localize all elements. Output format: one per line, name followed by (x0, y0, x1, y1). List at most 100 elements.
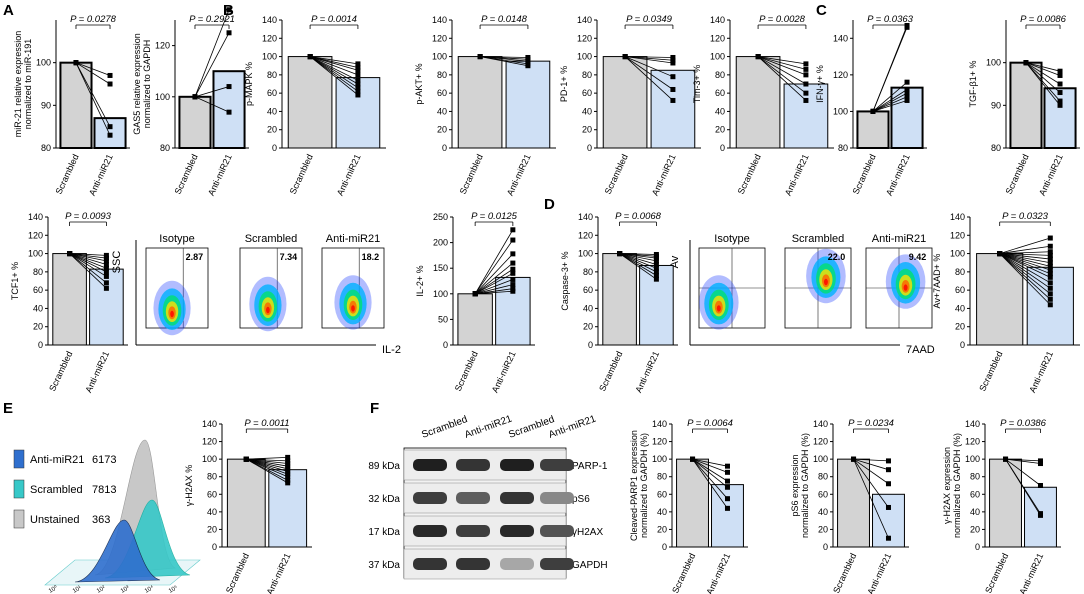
y-tick-label-ps6: 60 (818, 489, 828, 499)
point-anti-mir21-ifng (904, 86, 910, 92)
y-tick-label-parp1: 120 (652, 437, 667, 447)
pair-line-av7aad (999, 253, 1051, 267)
point-scrambled-av7aad (997, 251, 1003, 257)
legend-swatch-0 (13, 449, 25, 469)
y-tick-label-pakt: 40 (437, 106, 447, 116)
chart-mir21: 80 90 100 P = 0.0278 Scrambled Anti-miR21 miR-… (13, 14, 130, 197)
point-anti-mir21-mir21 (107, 72, 113, 78)
y-tick-label-ps6: 100 (813, 454, 828, 464)
point-anti-mir21-tim3 (803, 66, 809, 72)
y-label-tim3: Tim-3+ % (692, 65, 702, 103)
point-anti-mir21-il2 (510, 288, 516, 294)
point-anti-mir21-av7aad (1047, 243, 1053, 249)
y-tick-label-il2: 150 (433, 263, 448, 273)
x-tick-label-pakt: Scrambled (458, 153, 485, 196)
point-scrambled-caspase3 (617, 251, 623, 257)
pair-line-tgfb (1025, 62, 1061, 76)
point-scrambled-mir21 (73, 60, 79, 66)
pair-line-tim3 (757, 56, 807, 70)
point-anti-mir21-pmapk (355, 88, 361, 94)
point-anti-mir21-gh2ax (1037, 512, 1043, 518)
point-scrambled-pmapk (307, 54, 313, 60)
pair-line-av7aad (999, 253, 1051, 284)
blot-band-3-1 (456, 558, 490, 570)
point-anti-mir21-tcf1 (103, 255, 109, 261)
blot-protein-3: GAPDH (572, 560, 608, 571)
p-value-pd1: P = 0.0349 (626, 14, 673, 25)
y-label-ps6: pS6 expression (790, 454, 800, 516)
y-tick-label-tcf1: 60 (33, 285, 43, 295)
hist-tick-0: 10⁰ (48, 584, 60, 594)
bar-scrambled-gas5 (178, 95, 212, 150)
pair-line-il2 (474, 253, 514, 295)
point-anti-mir21-h2ax (285, 477, 291, 483)
pair-line-ifng (872, 81, 908, 112)
point-anti-mir21-caspase3 (653, 273, 659, 279)
pair-line-gas5 (194, 86, 230, 98)
chart-tgfb: 80 90 100 P = 0.0086 Scrambled Anti-miR21 TGF-… (968, 14, 1080, 197)
x-tick-label-gas5: Anti-miR21 (206, 153, 234, 198)
blot-kda-1: 32 kDa (368, 494, 400, 505)
point-anti-mir21-av7aad (1047, 267, 1053, 273)
point-anti-mir21-il2 (510, 266, 516, 272)
y-tick-label-tim3: 80 (715, 70, 725, 80)
y-tick-label-pd1: 80 (582, 70, 592, 80)
pair-line-caspase3 (619, 253, 657, 280)
pair-line-pd1 (624, 56, 674, 101)
legend-swatch-1 (13, 479, 25, 499)
point-anti-mir21-tcf1 (103, 258, 109, 264)
y-tick-label-pd1: 140 (577, 15, 592, 25)
pair-line-h2ax (246, 458, 288, 484)
point-anti-mir21-tcf1 (103, 285, 109, 291)
pair-line-tgfb (1025, 62, 1061, 106)
pair-line-il2 (474, 262, 514, 295)
y-tick-label-av7aad: 120 (950, 230, 965, 240)
flow_av-plot-2: Anti-miR21 9.42 (865, 233, 933, 329)
y-tick-label-pmapk: 80 (267, 70, 277, 80)
chart-tim3: 0 20 40 60 80 100 120 140 P = 0.0028 Scrambled Ant… (692, 14, 834, 197)
bar-scrambled-tcf1 (52, 253, 87, 346)
pair-line-pmapk (309, 56, 359, 92)
pair-line-av7aad (999, 237, 1051, 254)
pair-line-tim3 (757, 56, 807, 85)
y-tick-label-tim3: 0 (720, 143, 725, 153)
pair-line-il2 (474, 279, 514, 295)
y-tick-label-il2: 200 (433, 238, 448, 248)
point-anti-mir21-av7aad (1047, 235, 1053, 241)
p-value-pmapk: P = 0.0014 (311, 14, 357, 25)
pair-line-tgfb (1025, 62, 1061, 93)
y-tick-label-ps6: 0 (823, 542, 828, 552)
y-tick-label-av7aad: 80 (955, 267, 965, 277)
p-value-h2ax: P = 0.0011 (244, 418, 289, 429)
x-tick-label-caspase3: Scrambled (597, 350, 624, 393)
y-label-tgfb: TGF-β1+ % (968, 61, 978, 108)
flow_av-plot-0: Isotype (698, 233, 766, 330)
y-tick-label-tim3: 100 (710, 52, 725, 62)
y-tick-label-h2ax: 40 (207, 507, 217, 517)
pair-line-h2ax (246, 458, 288, 470)
y-tick-label-il2: 100 (433, 289, 448, 299)
hist-curve-anti-mir21 (74, 519, 161, 583)
y-tick-label-tcf1: 80 (33, 267, 43, 277)
y-tick-label-parp1: 140 (652, 419, 667, 429)
point-anti-mir21-ps6 (885, 467, 891, 473)
flow-il2-y-label: SSC (111, 251, 123, 274)
point-anti-mir21-pd1 (670, 60, 676, 66)
y-tick-label-ps6: 20 (818, 524, 828, 534)
y-tick-label-ps6: 80 (818, 472, 828, 482)
point-anti-mir21-ps6 (885, 535, 891, 541)
point-anti-mir21-tcf1 (103, 269, 109, 275)
pair-line-mir21 (75, 62, 111, 136)
pair-line-tim3 (757, 56, 807, 94)
pair-line-ps6 (853, 458, 889, 485)
pair-line-pd1 (625, 56, 673, 64)
point-scrambled-tgfb (1023, 60, 1029, 66)
pair-line-h2ax (246, 458, 288, 464)
point-anti-mir21-h2ax (285, 463, 291, 469)
point-anti-mir21-tgfb (1057, 98, 1063, 104)
x-tick-label-ps6: Anti-miR21 (865, 552, 893, 594)
blot-band-3-3 (540, 558, 574, 570)
pair-line-ps6 (853, 458, 889, 539)
pair-line-pd1 (624, 56, 674, 90)
blot-band-0-1 (456, 459, 490, 471)
